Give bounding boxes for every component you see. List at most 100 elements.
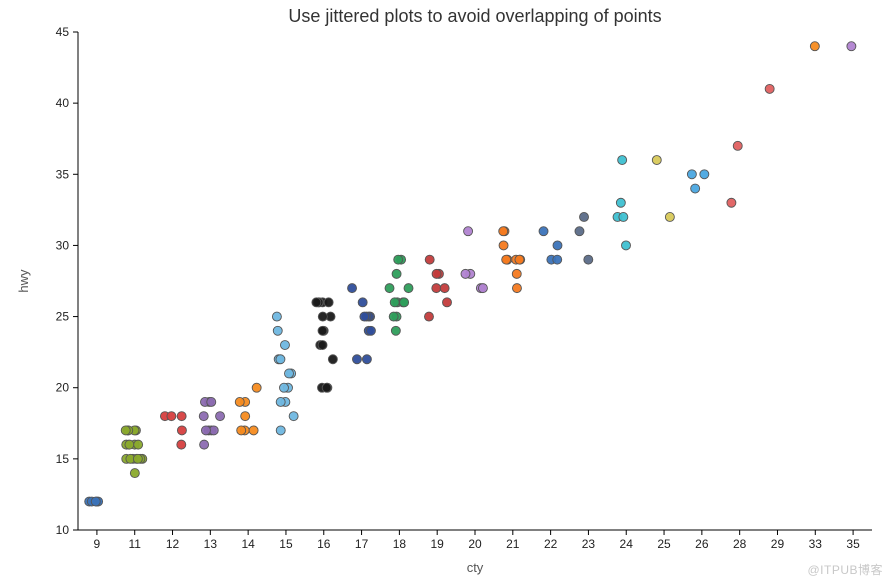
data-point: [360, 312, 369, 321]
data-point: [358, 298, 367, 307]
data-point: [390, 298, 399, 307]
data-point: [134, 440, 143, 449]
data-point: [847, 42, 856, 51]
data-point: [133, 454, 142, 463]
data-point: [687, 170, 696, 179]
data-point: [515, 255, 524, 264]
data-point: [385, 284, 394, 293]
data-point: [241, 412, 250, 421]
data-point: [580, 212, 589, 221]
x-tick-label: 33: [809, 537, 823, 551]
data-point: [392, 269, 401, 278]
y-tick-label: 25: [56, 310, 70, 324]
data-point: [389, 312, 398, 321]
x-tick-label: 28: [733, 537, 747, 551]
data-point: [443, 298, 452, 307]
x-tick-label: 16: [317, 537, 331, 551]
x-tick-label: 21: [506, 537, 520, 551]
data-point: [318, 312, 327, 321]
data-point: [324, 298, 333, 307]
data-point: [765, 84, 774, 93]
data-point: [207, 397, 216, 406]
data-point: [322, 383, 331, 392]
y-tick-label: 30: [56, 238, 70, 252]
data-point: [584, 255, 593, 264]
data-point: [575, 227, 584, 236]
data-point: [665, 212, 674, 221]
data-point: [502, 255, 511, 264]
y-tick-label: 20: [56, 381, 70, 395]
data-point: [432, 284, 441, 293]
data-point: [499, 227, 508, 236]
x-tick-label: 29: [771, 537, 785, 551]
y-tick-label: 40: [56, 96, 70, 110]
data-point: [167, 412, 176, 421]
x-tick-label: 35: [846, 537, 860, 551]
data-point: [125, 440, 134, 449]
data-point: [652, 156, 661, 165]
x-tick-label: 15: [279, 537, 293, 551]
y-axis-label: hwy: [16, 269, 31, 293]
data-point: [424, 312, 433, 321]
data-point: [249, 426, 258, 435]
data-point: [478, 284, 487, 293]
data-point: [512, 269, 521, 278]
data-point: [394, 255, 403, 264]
data-point: [618, 156, 627, 165]
data-point: [553, 241, 562, 250]
data-point: [553, 255, 562, 264]
data-point: [733, 141, 742, 150]
y-tick-label: 45: [56, 25, 70, 39]
data-point: [280, 341, 289, 350]
data-point: [177, 440, 186, 449]
data-point: [199, 412, 208, 421]
y-tick-label: 15: [56, 452, 70, 466]
data-point: [177, 426, 186, 435]
data-point: [200, 440, 209, 449]
data-point: [121, 426, 130, 435]
x-tick-label: 11: [128, 537, 141, 551]
data-point: [237, 426, 246, 435]
data-point: [318, 341, 327, 350]
data-point: [276, 397, 285, 406]
data-point: [352, 355, 361, 364]
data-point: [289, 412, 298, 421]
x-tick-label: 13: [204, 537, 218, 551]
data-point: [461, 269, 470, 278]
data-point: [273, 326, 282, 335]
y-tick-label: 35: [56, 167, 70, 181]
data-point: [727, 198, 736, 207]
y-tick-label: 10: [56, 523, 70, 537]
x-tick-label: 25: [657, 537, 671, 551]
x-tick-label: 14: [241, 537, 255, 551]
data-point: [279, 383, 288, 392]
x-tick-label: 18: [393, 537, 407, 551]
watermark: @ITPUB博客: [807, 561, 883, 578]
data-point: [216, 412, 225, 421]
data-point: [440, 284, 449, 293]
chart-title: Use jittered plots to avoid overlapping …: [288, 6, 661, 26]
data-point: [276, 426, 285, 435]
data-point: [622, 241, 631, 250]
x-tick-label: 17: [355, 537, 369, 551]
data-point: [328, 355, 337, 364]
data-point: [425, 255, 434, 264]
data-point: [700, 170, 709, 179]
data-point: [130, 469, 139, 478]
x-tick-label: 9: [94, 537, 101, 551]
data-point: [312, 298, 321, 307]
data-point: [464, 227, 473, 236]
data-point: [619, 212, 628, 221]
x-tick-label: 19: [431, 537, 445, 551]
x-tick-label: 24: [620, 537, 634, 551]
data-point: [285, 369, 294, 378]
x-tick-label: 12: [166, 537, 180, 551]
data-point: [272, 312, 281, 321]
data-point: [366, 326, 375, 335]
data-point: [348, 284, 357, 293]
data-point: [201, 426, 210, 435]
data-point: [539, 227, 548, 236]
data-point: [404, 284, 413, 293]
data-point: [391, 326, 400, 335]
data-point: [235, 397, 244, 406]
